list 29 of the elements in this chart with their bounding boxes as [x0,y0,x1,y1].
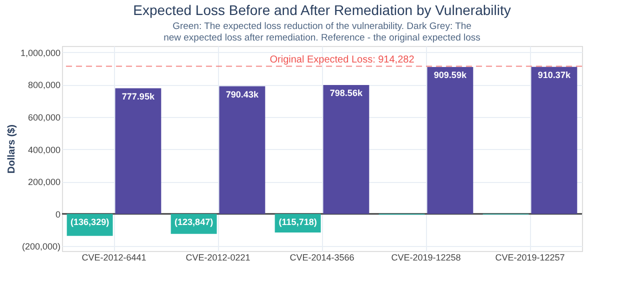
data-label: (136,329) [70,216,110,227]
data-label: (123,847) [174,216,214,227]
data-label: 910.37k [538,70,572,80]
data-label: 798.56k [330,88,364,98]
y-tick-label: 400,000 [28,144,60,155]
chart-title: Expected Loss Before and After Remediation by Vulnerability [133,2,511,18]
x-tick-label: CVE-2019-12258 [391,252,461,262]
bar [115,88,162,214]
x-tick-label: CVE-2012-0221 [186,252,250,262]
y-tick-label: 600,000 [28,112,60,123]
x-tick-label: CVE-2014-3566 [290,252,354,262]
y-tick-label: 1,000,000 [20,48,60,58]
bar [323,84,370,214]
chart-subtitle: Green: The expected loss reduction of the vulnerability. Dark Grey: The new expected loss after remediation. Reference - the original expected loss [164,21,481,44]
bar [219,86,266,214]
ref-line-label: Original Expected Loss: 914,282 [270,54,415,66]
x-tick-label: CVE-2019-12257 [495,252,565,262]
y-tick-label: (200,000) [22,242,60,252]
data-label: (115,718) [278,216,317,227]
data-label: 909.59k [434,70,468,80]
bar [531,66,578,214]
y-tick-label: 800,000 [28,80,60,90]
x-tick-label: CVE-2012-6441 [82,252,146,262]
bar [427,67,474,214]
y-tick-label: 0 [55,209,60,220]
data-label: 777.95k [122,91,156,102]
data-label: 790.43k [226,89,260,100]
y-tick-label: 200,000 [28,177,60,188]
y-axis-title: Dollars ($) [6,124,18,174]
